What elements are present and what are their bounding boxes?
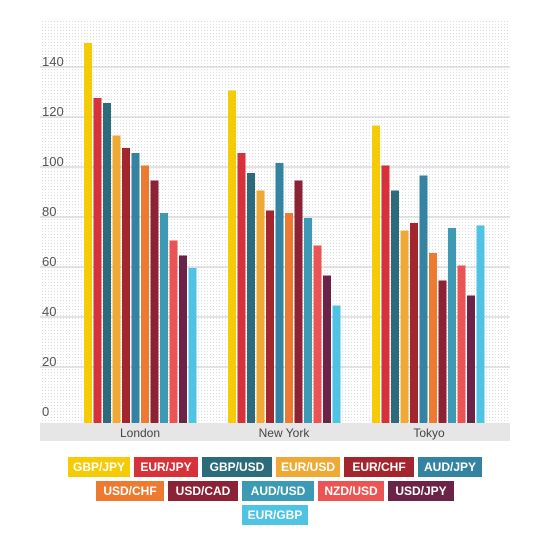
bar-nzd-usd-new-york [313, 245, 322, 423]
x-axis-band [40, 423, 510, 441]
legend-label: AUD/JPY [424, 460, 476, 474]
legend-item-eur-jpy: EUR/JPY [134, 457, 198, 477]
y-axis: 0 20 40 60 80 100 120 140 [42, 54, 64, 419]
x-axis: London New York Tokyo [120, 426, 445, 440]
bar-usd-jpy-london [179, 255, 187, 423]
bar-usd-cad-tokyo [438, 280, 447, 423]
legend-label: EUR/USD [281, 460, 335, 474]
y-tick-label: 60 [42, 254, 56, 269]
legend-item-usd-jpy: USD/JPY [388, 481, 454, 501]
y-tick-label: 120 [42, 104, 64, 119]
bar-eur-usd-london [112, 135, 121, 423]
bar-nzd-usd-london [169, 240, 178, 423]
legend-label: GBP/JPY [73, 460, 125, 474]
legend-item-usd-chf: USD/CHF [96, 481, 164, 501]
bar-eur-usd-tokyo [400, 230, 409, 423]
legend-item-eur-chf: EUR/CHF [344, 457, 414, 477]
bar-eur-jpy-new-york [237, 153, 246, 423]
legend-item-gbp-jpy: GBP/JPY [68, 457, 130, 477]
y-tick-label: 40 [42, 304, 56, 319]
y-tick-label: 100 [42, 154, 64, 169]
bar-gbp-usd-new-york [247, 173, 255, 423]
bar-eur-gbp-tokyo [476, 225, 485, 423]
bar-gbp-jpy-london [84, 43, 92, 423]
bar-usd-chf-london [141, 165, 149, 423]
bar-usd-cad-london [150, 180, 159, 423]
bar-gbp-jpy-new-york [228, 90, 236, 423]
bar-eur-gbp-london [188, 268, 197, 423]
legend-swatch [318, 481, 384, 501]
legend-item-aud-jpy: AUD/JPY [418, 457, 482, 477]
legend-swatch [134, 457, 198, 477]
bar-gbp-jpy-tokyo [372, 125, 380, 423]
legend-swatch [68, 457, 130, 477]
bar-gbp-usd-london [103, 103, 111, 423]
y-tick-label: 20 [42, 354, 56, 369]
bar-nzd-usd-tokyo [457, 265, 466, 423]
bar-aud-usd-london [160, 213, 168, 423]
legend-swatch [242, 505, 308, 525]
legend-item-usd-cad: USD/CAD [168, 481, 238, 501]
x-tick-label: New York [259, 426, 311, 440]
legend-label: NZD/USD [324, 484, 378, 498]
bar-eur-chf-tokyo [410, 223, 418, 423]
bar-eur-gbp-new-york [332, 305, 341, 423]
bar-usd-cad-new-york [294, 180, 303, 423]
legend-label: USD/JPY [395, 484, 446, 498]
legend: GBP/JPY EUR/JPY GBP/USD EUR/USD EUR/CHF AUD/J… [68, 457, 482, 525]
bar-eur-usd-new-york [256, 190, 265, 423]
legend-swatch [242, 481, 314, 501]
legend-swatch [418, 457, 482, 477]
legend-item-eur-gbp: EUR/GBP [242, 505, 308, 525]
legend-item-gbp-usd: GBP/USD [202, 457, 272, 477]
bar-gbp-usd-tokyo [391, 190, 399, 423]
legend-swatch [276, 457, 340, 477]
bar-usd-chf-new-york [285, 213, 293, 423]
legend-swatch [202, 457, 272, 477]
x-tick-label: Tokyo [413, 426, 445, 440]
bar-usd-chf-tokyo [429, 253, 437, 423]
legend-label: EUR/JPY [140, 460, 191, 474]
legend-item-aud-usd: AUD/USD [242, 481, 314, 501]
bar-aud-usd-new-york [304, 218, 312, 423]
y-tick-label: 140 [42, 54, 64, 69]
bar-aud-jpy-tokyo [419, 175, 428, 423]
legend-label: USD/CHF [103, 484, 156, 498]
bar-aud-usd-tokyo [448, 228, 456, 423]
legend-label: EUR/GBP [248, 508, 303, 522]
bar-usd-jpy-tokyo [467, 295, 475, 423]
legend-label: AUD/USD [251, 484, 306, 498]
legend-item-nzd-usd: NZD/USD [318, 481, 384, 501]
x-tick-label: London [120, 426, 160, 440]
legend-swatch [168, 481, 238, 501]
legend-item-eur-usd: EUR/USD [276, 457, 340, 477]
bar-eur-jpy-tokyo [381, 165, 390, 423]
y-tick-label: 0 [42, 404, 49, 419]
bar-aud-jpy-london [131, 153, 140, 423]
bar-eur-jpy-london [93, 98, 102, 423]
bar-usd-jpy-new-york [323, 275, 331, 423]
bar-eur-chf-new-york [266, 210, 274, 423]
legend-swatch [344, 457, 414, 477]
bars [84, 43, 485, 423]
legend-label: USD/CAD [176, 484, 231, 498]
legend-swatch [388, 481, 454, 501]
legend-label: EUR/CHF [352, 460, 405, 474]
bar-eur-chf-london [122, 148, 130, 423]
bar-aud-jpy-new-york [275, 163, 284, 423]
y-tick-label: 80 [42, 204, 56, 219]
legend-label: GBP/USD [210, 460, 265, 474]
legend-swatch [96, 481, 164, 501]
